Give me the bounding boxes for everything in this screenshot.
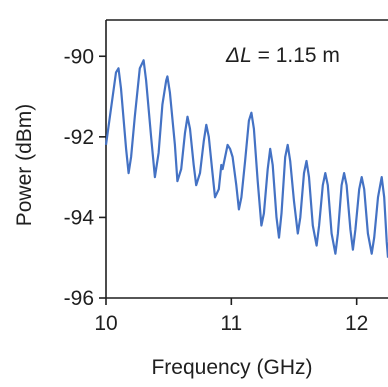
annotation-symbol: ΔL (225, 44, 252, 67)
y-tick-label: -92 (64, 126, 94, 149)
x-axis-label: Frequency (GHz) (151, 356, 312, 379)
x-tick-label: 11 (220, 312, 242, 335)
y-tick-label: -96 (64, 287, 94, 310)
x-axis-ticks: 10 11 12 (94, 298, 368, 335)
x-tick-label: 10 (94, 312, 117, 335)
annotation-value: = 1.15 m (252, 44, 340, 67)
x-tick-label: 12 (345, 312, 368, 335)
y-tick-label: -94 (64, 206, 95, 229)
annotation-delta-l: ΔL = 1.15 m (225, 44, 340, 67)
y-axis-ticks: -90 -92 -94 -96 (64, 45, 106, 310)
y-axis-label: Power (dBm) (13, 104, 36, 227)
plot-area (105, 19, 388, 299)
series-line (104, 59, 388, 258)
y-tick-label: -90 (64, 45, 94, 68)
series-layer (104, 59, 388, 258)
